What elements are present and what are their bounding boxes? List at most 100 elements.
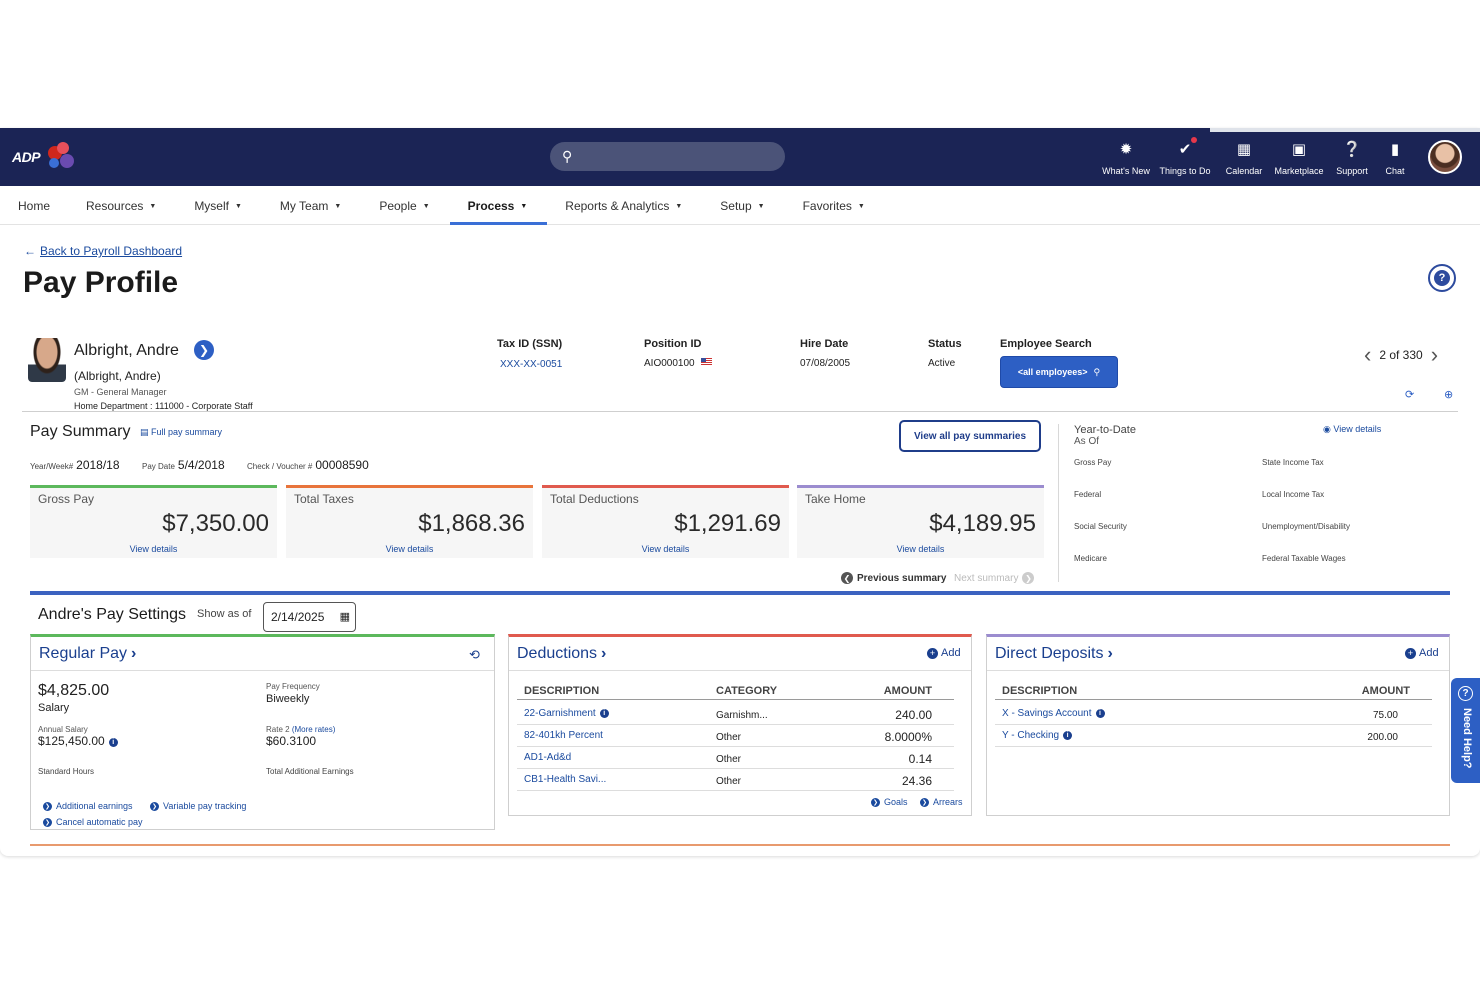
nav-home[interactable]: Home (18, 186, 50, 224)
deposit-row-desc[interactable]: X - Savings Account i (1002, 708, 1105, 719)
table-header-rule (517, 699, 954, 700)
cancel-automatic-pay-link[interactable]: ❯ Cancel automatic pay (43, 817, 143, 827)
column-header-description: DESCRIPTION (524, 685, 600, 697)
nav-myself[interactable]: Myself ▼ (194, 186, 242, 224)
pay-date: Pay Date 5/4/2018 (142, 458, 225, 472)
goals-link[interactable]: ❯ Goals (871, 797, 908, 807)
nav-reports-analytics[interactable]: Reports & Analytics ▼ (565, 186, 682, 224)
card-view-details-link[interactable]: View details (641, 544, 690, 554)
deduction-row-desc[interactable]: CB1-Health Savi... (524, 774, 607, 785)
info-icon[interactable]: i (1063, 731, 1073, 740)
deposit-row-desc[interactable]: Y - Checking i (1002, 730, 1073, 741)
search-input[interactable]: ⚲ (550, 142, 785, 171)
nav-process-label: Process (467, 199, 515, 213)
user-avatar[interactable] (1428, 140, 1462, 174)
pay-settings-title: Andre's Pay Settings (38, 606, 187, 623)
pay-date-label: Pay Date (142, 462, 175, 471)
calendar-button[interactable]: ▦ Calendar (1218, 128, 1270, 186)
chevron-right-icon: ❯ (150, 801, 159, 811)
chat-button[interactable]: ▮ Chat (1376, 128, 1414, 186)
ytd-view-details-link[interactable]: ◉ View details (1323, 424, 1381, 435)
show-as-of-date-input[interactable]: 2/14/2025 ▦ (263, 602, 356, 632)
add-circle-icon[interactable]: ⊕ (1444, 389, 1454, 401)
deduction-row-amount: 24.36 (901, 774, 932, 788)
calendar-label: Calendar (1225, 166, 1263, 176)
view-all-pay-summaries-button[interactable]: View all pay summaries (899, 420, 1041, 452)
nav-my-team[interactable]: My Team ▼ (280, 186, 341, 224)
employee-details-button[interactable]: ❯ (194, 340, 214, 360)
employee-name: Albright, Andre (74, 342, 179, 359)
standard-hours-label: Standard Hours (38, 767, 95, 776)
info-icon[interactable]: i (599, 709, 609, 718)
direct-deposits-panel: Direct Deposits › + Add DESCRIPTION AMOUNT… (986, 634, 1450, 816)
nav-people[interactable]: People ▼ (379, 186, 429, 224)
ytd-divider (1058, 424, 1059, 582)
history-icon[interactable]: ⟲ (469, 647, 480, 662)
show-as-of-label: Show as of (197, 608, 252, 620)
position-id-value: AIO000100 (644, 358, 712, 369)
regular-pay-title[interactable]: Regular Pay › (39, 645, 136, 663)
support-button[interactable]: ❔ Support (1328, 128, 1376, 186)
card-label: Total Deductions (550, 492, 639, 506)
nav-process[interactable]: Process ▼ (449, 186, 547, 225)
previous-summary-link[interactable]: ❮ Previous summary (841, 572, 947, 584)
chevron-right-icon[interactable]: › (1430, 342, 1439, 367)
need-help-tab[interactable]: ? Need Help? (1451, 678, 1480, 783)
back-link-label: Back to Payroll Dashboard (40, 244, 183, 258)
card-view-details-link[interactable]: View details (896, 544, 945, 554)
info-icon[interactable]: i (108, 738, 118, 747)
eye-icon: ◉ (1323, 424, 1334, 434)
deductions-panel: Deductions › + Add DESCRIPTION CATEGORY AM… (508, 634, 972, 816)
calendar-icon[interactable]: ▦ (339, 611, 350, 623)
column-header-category: CATEGORY (716, 685, 778, 697)
question-icon: ? (1434, 270, 1450, 286)
full-pay-summary-link[interactable]: ▤ Full pay summary (140, 427, 222, 438)
chevron-left-icon[interactable]: ‹ (1364, 342, 1372, 367)
tax-id-value[interactable]: XXX-XX-0051 (500, 359, 563, 370)
back-link[interactable]: ← Back to Payroll Dashboard (24, 244, 182, 258)
pay-summary-title: Pay Summary (30, 423, 131, 440)
nav-resources[interactable]: Resources ▼ (86, 186, 156, 224)
calendar-icon: ▦ (1236, 141, 1252, 158)
check-voucher: Check / Voucher #00008590 (247, 458, 369, 472)
nav-setup[interactable]: Setup ▼ (720, 186, 764, 224)
chevron-right-icon: ❯ (1022, 572, 1035, 584)
variable-pay-tracking-link[interactable]: ❯ Variable pay tracking (150, 801, 246, 811)
ytd-gross-pay: Gross Pay (1074, 458, 1112, 467)
nav-favorites[interactable]: Favorites ▼ (803, 186, 865, 224)
nav-reports-label: Reports & Analytics (565, 199, 670, 213)
employee-search-button[interactable]: <all employees> ⚲ (1000, 356, 1118, 388)
info-icon[interactable]: i (1095, 709, 1105, 718)
deduction-row-desc[interactable]: 82-401kh Percent (524, 730, 603, 741)
things-to-do-label: Things to Do (1159, 166, 1211, 176)
deduction-row-desc[interactable]: AD1-Ad&d (524, 752, 572, 763)
next-summary-link[interactable]: Next summary ❯ (954, 572, 1035, 584)
year-week: Year/Week# 2018/18 (30, 458, 120, 472)
deduction-row-desc[interactable]: 22-Garnishment i (524, 708, 609, 719)
marketplace-button[interactable]: ▣ Marketplace (1270, 128, 1328, 186)
whats-new-button[interactable]: ✹ What's New (1100, 128, 1152, 186)
chat-icon: ▮ (1390, 141, 1400, 158)
deductions-title[interactable]: Deductions › (517, 645, 606, 663)
chevron-right-icon: › (601, 645, 607, 662)
deduction-row-amount: 0.14 (908, 752, 932, 766)
caret-down-icon: ▼ (234, 203, 242, 210)
card-view-details-link[interactable]: View details (129, 544, 178, 554)
add-direct-deposit-button[interactable]: + Add (1405, 647, 1439, 659)
arrears-link[interactable]: ❯ Arrears (920, 797, 963, 807)
take-home-card: Take Home $4,189.95 View details (797, 485, 1044, 558)
employee-role: GM - General Manager (74, 387, 167, 397)
more-rates-link[interactable]: (More rates) (291, 725, 336, 734)
card-view-details-link[interactable]: View details (385, 544, 434, 554)
things-to-do-button[interactable]: ✔ Things to Do (1152, 128, 1218, 186)
direct-deposits-title[interactable]: Direct Deposits › (995, 645, 1113, 663)
rate-2-label: Rate 2 (More rates) (266, 725, 335, 734)
add-deduction-button[interactable]: + Add (927, 647, 961, 659)
date-value: 2/14/2025 (271, 610, 325, 624)
employee-pager: ‹ 2 of 330 › (1364, 342, 1438, 368)
refresh-icon[interactable]: ⟳ (1405, 389, 1415, 401)
help-button[interactable]: ? (1428, 264, 1456, 292)
additional-earnings-link[interactable]: ❯ Additional earnings (43, 801, 133, 811)
adp-logo[interactable]: ADP (12, 142, 76, 172)
check-voucher-label: Check / Voucher # (247, 462, 313, 471)
